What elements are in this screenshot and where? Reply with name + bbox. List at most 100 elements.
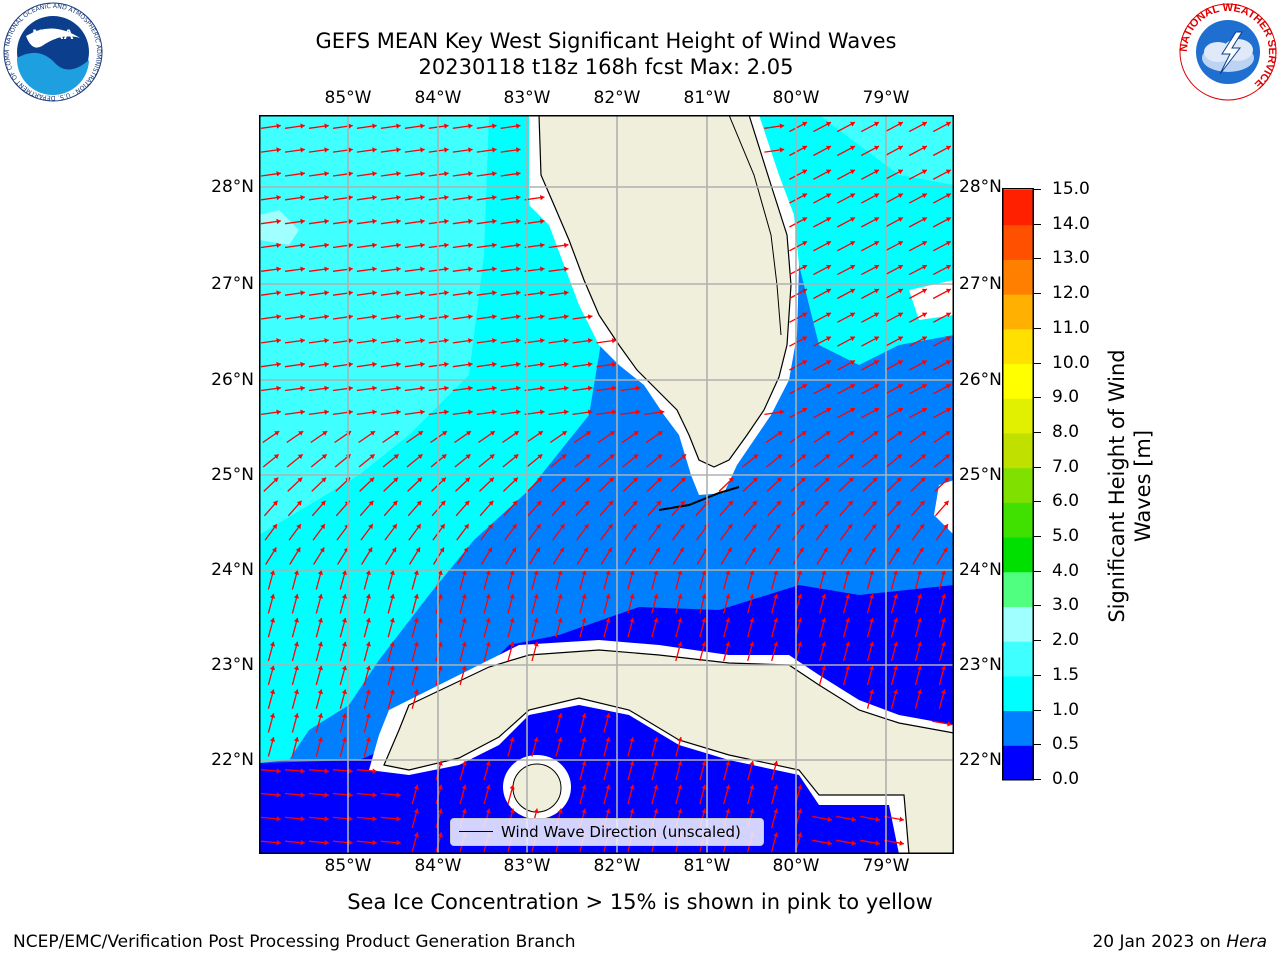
wind-wave-arrow-head	[276, 792, 281, 798]
wind-wave-arrow-head	[513, 431, 519, 436]
wind-wave-arrow-head	[563, 338, 569, 344]
colorbar-tick-label: 9.0	[1052, 387, 1080, 408]
wind-wave-arrow-head	[317, 737, 323, 742]
wind-wave-arrow-head	[317, 641, 323, 647]
colorbar-tick-mark	[1034, 223, 1041, 225]
wind-wave-arrow-head	[897, 241, 903, 246]
wind-wave-arrow-head	[492, 385, 497, 391]
wind-wave-arrow-head	[679, 547, 684, 553]
footer-date-text: 20 Jan 2023 on	[1092, 932, 1227, 952]
lon-label-bottom-82w: 82°W	[593, 856, 641, 876]
wind-wave-arrow-head	[945, 241, 951, 246]
colorbar-tick-mark	[1034, 640, 1041, 642]
colorbar-tick-mark	[1034, 362, 1041, 364]
wind-wave-arrow-head	[921, 312, 927, 318]
wind-wave-arrow-head	[897, 288, 903, 294]
colorbar-tick-mark	[1034, 570, 1041, 572]
wind-wave-arrow-head	[300, 266, 305, 272]
wind-wave-arrow-head	[324, 147, 329, 153]
wind-wave-arrow-head	[511, 547, 516, 553]
wind-wave-arrow-head	[468, 195, 473, 201]
wind-wave-arrow-head	[389, 689, 395, 695]
wind-wave-arrow-head	[420, 266, 425, 272]
wind-wave-arrow-head	[631, 524, 637, 530]
wind-wave-arrow-head	[516, 290, 521, 296]
wind-wave-arrow-head	[893, 594, 899, 599]
wind-wave-arrow-head	[847, 524, 853, 530]
wind-wave-arrow-head	[321, 477, 327, 483]
wind-wave-arrow-head	[942, 547, 948, 553]
wind-wave-arrow-head	[797, 594, 803, 599]
wind-wave-arrow-head	[850, 288, 855, 294]
wind-wave-arrow-head	[557, 808, 563, 814]
wind-wave-arrow-head	[631, 547, 636, 553]
wind-wave-arrow-head	[725, 808, 731, 814]
wind-wave-arrow-head	[653, 760, 659, 766]
wind-wave-arrow-head	[752, 477, 758, 483]
wind-wave-arrow-head	[826, 169, 831, 175]
footer-branch: NCEP/EMC/Verification Post Processing Pr…	[13, 932, 576, 952]
wind-wave-arrow-head	[300, 816, 305, 822]
wind-wave-arrow-head	[372, 768, 377, 774]
wind-wave-arrow-head	[850, 384, 855, 389]
colorbar-tick-label: 6.0	[1052, 491, 1080, 512]
wind-wave-arrow-head	[945, 312, 951, 318]
colorbar-segment	[1003, 537, 1033, 573]
wind-wave-arrow-head	[365, 665, 371, 671]
colorbar-title-line2: Waves [m]	[1131, 429, 1155, 543]
wind-wave-arrow-head	[321, 454, 327, 460]
wind-wave-arrow-head	[468, 290, 473, 296]
wind-wave-arrow-head	[557, 713, 563, 718]
wind-wave-arrow-head	[300, 242, 305, 248]
wind-wave-arrow-head	[677, 594, 683, 599]
wind-wave-arrow-head	[348, 314, 353, 320]
wind-wave-arrow-head	[300, 409, 305, 415]
wind-wave-arrow-head	[921, 384, 927, 389]
wind-wave-arrow-head	[396, 218, 401, 225]
wind-wave-arrow-head	[802, 288, 808, 294]
wind-wave-arrow-head	[563, 361, 569, 368]
wind-wave-arrow-head	[324, 792, 329, 798]
colorbar-tick-mark	[1034, 189, 1041, 190]
wind-wave-arrow-head	[608, 500, 614, 506]
wind-wave-arrow-head	[823, 524, 829, 530]
wind-wave-arrow-head	[821, 594, 827, 599]
wind-wave-arrow-head	[753, 454, 759, 460]
wind-wave-arrow-head	[773, 617, 779, 623]
wind-wave-arrow-head	[492, 123, 497, 129]
wind-wave-arrow-head	[413, 689, 419, 695]
wind-wave-arrow-head	[701, 641, 707, 647]
wind-wave-arrow-head	[779, 123, 785, 129]
wind-wave-arrow-head	[893, 689, 899, 695]
colorbar-segment	[1003, 224, 1033, 260]
wind-wave-arrow-head	[635, 385, 641, 391]
lon-label-top-84w: 84°W	[414, 88, 462, 108]
wind-wave-arrow-head	[533, 594, 539, 599]
colorbar	[1002, 188, 1034, 781]
wind-wave-arrow-head	[437, 784, 443, 790]
wind-wave-arrow-head	[365, 713, 371, 718]
wind-wave-arrow-head	[940, 689, 947, 695]
wind-wave-arrow-head	[635, 409, 641, 415]
wind-wave-arrow-head	[300, 195, 305, 201]
wind-wave-arrow-head	[845, 641, 851, 647]
wind-wave-arrow-head	[293, 689, 299, 695]
wind-wave-arrow-head	[802, 241, 808, 246]
wind-wave-arrow-head	[893, 570, 899, 575]
wind-wave-arrow-head	[512, 500, 518, 506]
wind-wave-arrow-head	[826, 121, 831, 127]
wind-wave-arrow-head	[274, 431, 280, 436]
wind-wave-arrow-head	[921, 241, 927, 246]
wind-wave-arrow-head	[826, 264, 831, 270]
wind-wave-arrow-head	[324, 338, 329, 344]
map-title: GEFS MEAN Key West Significant Height of…	[315, 29, 897, 53]
wind-wave-arrow-head	[557, 570, 563, 575]
wind-wave-arrow-head	[540, 218, 545, 225]
wind-wave-arrow-head	[801, 431, 807, 436]
wind-wave-arrow-head	[492, 147, 497, 153]
wind-wave-arrow-head	[561, 454, 567, 460]
wind-wave-arrow-head	[826, 336, 831, 342]
wind-wave-arrow-head	[389, 665, 395, 671]
wind-wave-arrow-head	[468, 171, 473, 177]
wind-wave-arrow-head	[418, 431, 423, 436]
